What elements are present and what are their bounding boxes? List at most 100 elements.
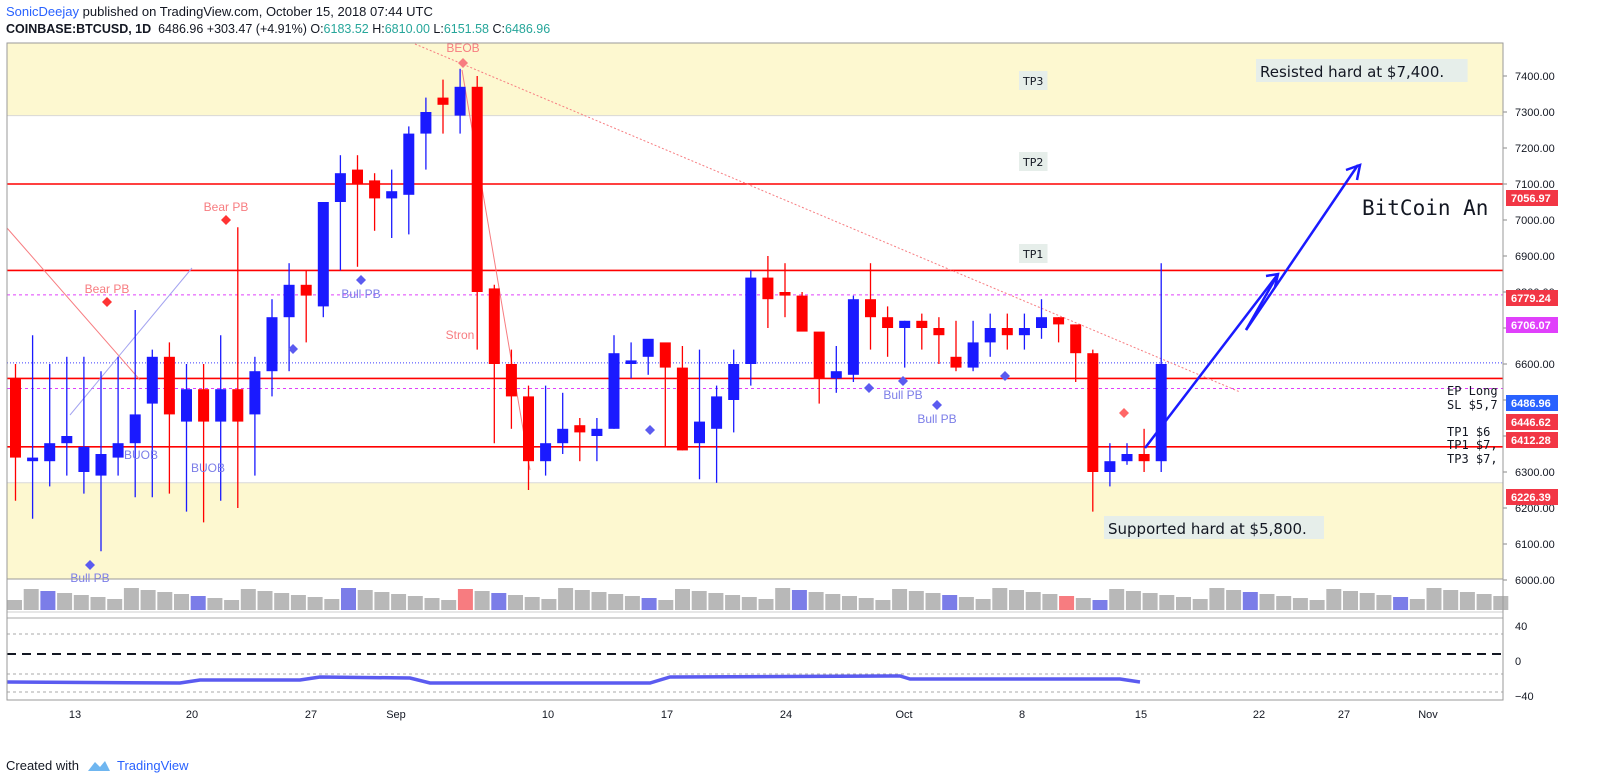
candle-body (1018, 328, 1030, 336)
tradingview-link[interactable]: TradingView (87, 758, 189, 773)
volume-bar (725, 595, 741, 610)
candle-body (386, 191, 398, 199)
volume-bar (1476, 594, 1492, 610)
volume-bar (374, 592, 390, 610)
candle-body (488, 288, 500, 364)
y-tick-label: 7100.00 (1515, 179, 1555, 191)
candle-body (505, 364, 517, 397)
x-tick-label: 22 (1253, 709, 1265, 721)
candle-body (369, 180, 381, 199)
resisted-label: Resisted hard at $7,400. (1260, 63, 1444, 81)
volume-bar (424, 598, 440, 610)
candle-body (146, 356, 158, 404)
volume-bar (407, 596, 423, 610)
volume-bar (1042, 594, 1058, 610)
candle-body (933, 328, 945, 336)
open-label: O: (310, 22, 324, 36)
candle-body (61, 436, 73, 444)
x-tick-label: 20 (186, 709, 198, 721)
volume-bar (1209, 588, 1225, 610)
volume-bar (658, 600, 674, 610)
candle-body (95, 454, 107, 476)
candle-body (437, 97, 449, 105)
x-tick-label: Sep (386, 709, 406, 721)
candle-body (676, 367, 688, 451)
trade-note-sl: SL $5,7 (1447, 398, 1498, 412)
bitcoin-title: BitCoin An (1362, 196, 1488, 220)
price-tag-box (1506, 317, 1558, 333)
author-link[interactable]: SonicDeejay (6, 4, 79, 19)
volume-bar (73, 595, 89, 610)
candle-body (112, 443, 124, 458)
y-tick-label: 6200.00 (1515, 503, 1555, 515)
volume-bar (391, 594, 407, 610)
candle-body (523, 396, 534, 462)
candle-body (266, 317, 278, 372)
volume-bar (1276, 596, 1292, 610)
x-tick-label: 27 (1338, 709, 1350, 721)
candle-body (557, 428, 569, 444)
volume-bar (190, 596, 206, 610)
volume-bar (7, 600, 22, 610)
signal-diamond (864, 383, 874, 393)
volume-bar (290, 595, 306, 610)
candle-body (317, 202, 329, 307)
resistance-zone (7, 43, 1503, 116)
volume-bar (441, 600, 457, 610)
candle-body (762, 277, 774, 300)
trend-line-left (6, 227, 141, 381)
candle-body (745, 277, 757, 364)
y-tick-label: 7200.00 (1515, 143, 1555, 155)
volume-bar (942, 595, 958, 610)
close-value: 6486.96 (505, 22, 551, 36)
candle-body (232, 389, 244, 422)
signal-marker-label: Bull PB (70, 571, 109, 585)
supported-label-box (1104, 516, 1324, 539)
high-label: H: (372, 22, 385, 36)
signal-marker-label: Bull PB (341, 287, 380, 301)
volume-bar (107, 599, 123, 610)
high-value: 6810.00 (384, 22, 430, 36)
volume-bar (307, 597, 323, 610)
volume-bar (1075, 598, 1091, 610)
trend-line-up (69, 267, 193, 416)
volume-bar (758, 599, 774, 610)
x-tick-label: 13 (69, 709, 81, 721)
projection-arrow-leg1 (1144, 273, 1279, 449)
volume-bar (608, 594, 624, 610)
x-tick-label: Nov (1418, 709, 1438, 721)
volume-bar (324, 599, 340, 610)
x-tick-label: Oct (895, 709, 912, 721)
volume-bar (908, 591, 924, 610)
candle-body (198, 389, 210, 422)
candle-body (830, 371, 842, 379)
volume-bar (775, 588, 791, 610)
volume-bar (791, 590, 807, 610)
volume-bar (675, 589, 690, 610)
signal-marker-label: Bear PB (204, 200, 249, 214)
volume-bar (140, 590, 156, 610)
trend-line-down (414, 43, 1241, 393)
volume-bar (1343, 591, 1358, 610)
signal-diamond (288, 344, 298, 354)
volume-bar (1176, 597, 1191, 610)
volume-bar (925, 593, 941, 610)
signal-marker-label: BEOB (446, 41, 479, 55)
symbol-info: COINBASE:BTCUSD, 1D 6486.96 +303.47 (+4.… (6, 22, 550, 36)
candle-body (1155, 364, 1167, 462)
volume-bar (1109, 589, 1125, 610)
trade-note-tp1c: TP1 $7, (1447, 438, 1498, 452)
footer: Created with TradingView (6, 758, 189, 773)
candle-body (10, 378, 21, 458)
price-tag-label: 6486.96 (1511, 398, 1551, 410)
volume-bar (1376, 595, 1392, 610)
volume-bar (591, 592, 607, 610)
signal-marker-label: Stron (446, 328, 475, 342)
volume-bar (691, 591, 707, 610)
price-tag-label: 6446.62 (1511, 417, 1551, 429)
candle-body (181, 389, 192, 422)
x-tick-label: 27 (305, 709, 317, 721)
signal-marker-label: Bull PB (883, 388, 922, 402)
x-tick-label: 10 (542, 709, 554, 721)
